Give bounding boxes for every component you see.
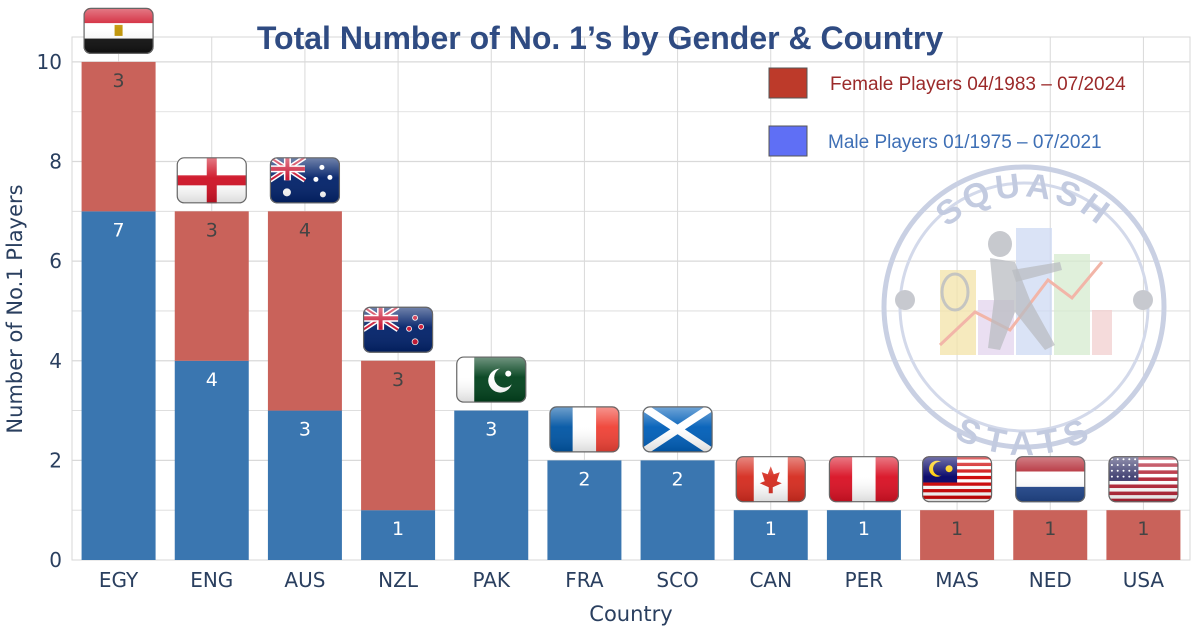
x-tick-label-mas: MAS [935,568,979,592]
bar-male-aus [267,410,342,560]
bar-male-can [733,510,808,560]
usa-flag-icon [1108,456,1179,503]
legend-swatch-male [768,125,808,157]
bar-label-female-aus: 4 [299,219,311,241]
canada-flag-icon [735,456,806,503]
bar-label-male-can: 1 [765,518,777,540]
y-tick-label: 0 [49,548,62,572]
x-tick-label-can: CAN [749,568,792,592]
bar-label-female-egy: 3 [113,70,125,92]
bar-female-nzl [361,360,436,511]
peru-flag-icon [828,456,900,503]
bar-female-usa [1106,510,1181,560]
bar-labels: 7 3 4 3 3 4 1 3 3 2 2 1 1 1 1 1 [113,70,1150,540]
y-tick-label: 6 [49,249,62,273]
bar-label-female-ned: 1 [1044,518,1056,540]
bar-male-fra [547,460,622,560]
bar-female-eng [174,211,249,361]
x-tick-label-aus: AUS [284,568,325,592]
y-tick-label: 4 [49,349,62,373]
france-flag-icon [549,406,620,453]
bar-label-male-aus: 3 [299,419,311,441]
pakistan-flag-icon [456,356,527,403]
x-tick-label-nzl: NZL [378,568,419,592]
bar-label-female-mas: 1 [951,518,963,540]
netherlands-flag-icon [1015,456,1086,503]
flags [83,7,1179,503]
australia-flag-icon [269,157,341,204]
bar-male-eng [174,360,249,560]
bar-female-egy [81,61,156,212]
england-flag-icon [176,157,247,204]
x-tick-label-per: PER [845,568,884,592]
legend-label-male: Male Players 01/1975 – 07/2021 [828,132,1102,153]
bar-label-female-eng: 3 [206,219,218,241]
x-axis-title: Country [589,602,672,626]
bar-label-male-pak: 3 [485,419,497,441]
bar-male-nzl [361,510,436,560]
legend-swatch-female [768,67,808,99]
y-tick-label: 2 [49,448,62,472]
bar-label-male-fra: 2 [578,468,590,490]
bar-female-mas [920,510,995,560]
plot-area [71,36,1191,561]
bars [81,61,1181,561]
x-tick-label-usa: USA [1123,568,1165,592]
bar-female-ned [1013,510,1088,560]
legend-label-female: Female Players 04/1983 – 07/2024 [830,74,1126,95]
y-axis-title: Number of No.1 Players [3,184,27,433]
bar-female-aus [267,211,342,411]
chart-title: Total Number of No. 1’s by Gender & Coun… [257,20,943,56]
legend: Female Players 04/1983 – 07/2024 Male Pla… [768,67,1126,157]
bar-label-male-eng: 4 [206,369,218,391]
bar-male-pak [454,410,529,560]
bar-label-male-egy: 7 [113,219,125,241]
x-tick-label-eng: ENG [190,568,233,592]
bar-label-male-sco: 2 [672,468,684,490]
watermark-bottom-text: STATS [951,410,1098,463]
y-tick-label: 8 [49,150,62,174]
bar-label-female-nzl: 3 [392,369,404,391]
x-tick-label-egy: EGY [99,568,139,592]
bar-male-per [826,510,901,560]
bar-male-egy [81,211,156,561]
egypt-flag-icon [83,7,154,55]
scotland-flag-icon [642,406,713,453]
bar-label-male-per: 1 [858,518,870,540]
y-tick-label: 10 [37,50,62,74]
bar-label-female-usa: 1 [1137,518,1149,540]
axes: 0 2 4 6 8 10 EGY ENG AUS NZL PAK FRA SCO CAN PER MAS NED… [37,50,1165,592]
x-tick-label-pak: PAK [472,568,510,592]
x-tick-label-sco: SCO [656,568,698,592]
bar-label-male-nzl: 1 [392,518,404,540]
x-tick-label-ned: NED [1029,568,1072,592]
new-zealand-flag-icon [362,306,434,353]
bar-male-sco [640,460,715,560]
x-tick-label-fra: FRA [565,568,604,592]
malaysia-flag-icon [921,456,993,503]
